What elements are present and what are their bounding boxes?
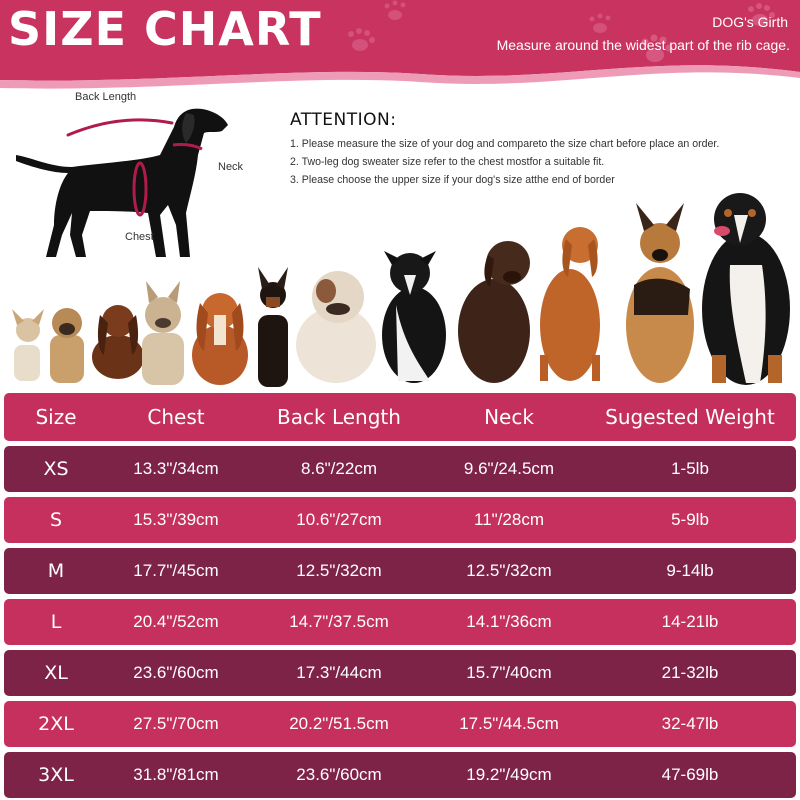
size-cell: XL: [44, 662, 68, 684]
neck-cell: 11"/28cm: [474, 510, 544, 529]
table-row: 2XL 27.5"/70cm 20.2"/51.5cm 17.5"/44.5cm…: [4, 701, 796, 747]
chest-cell: 23.6"/60cm: [133, 663, 219, 682]
weight-cell: 9-14lb: [666, 561, 714, 580]
girth-title: DOG's Girth: [712, 14, 788, 30]
table-row: 3XL 31.8"/81cm 23.6"/60cm 19.2"/49cm 47-…: [4, 752, 796, 798]
table-row: XL 23.6"/60cm 17.3"/44cm 15.7"/40cm 21-3…: [4, 650, 796, 696]
chest-cell: 17.7"/45cm: [133, 561, 219, 580]
bernese-mountain-dog-figure: [702, 193, 790, 385]
chihuahua-figure: [12, 309, 44, 381]
neck-cell: 15.7"/40cm: [466, 663, 552, 682]
chest-cell: 15.3"/39cm: [133, 510, 219, 529]
weight-cell: 21-32lb: [661, 663, 719, 682]
table-header-row: Size Chest Back Length Neck Sugested Wei…: [4, 393, 796, 441]
size-cell: 2XL: [38, 713, 74, 735]
attention-section: ATTENTION: 1. Please measure the size of…: [290, 110, 790, 192]
dog-silhouette-icon: [16, 108, 228, 257]
neck-cell: 19.2"/49cm: [466, 765, 552, 784]
min-pin-figure: [258, 267, 288, 387]
dog-lineup-image: [0, 185, 800, 395]
weight-cell: 47-69lb: [661, 765, 719, 784]
table-row: M 17.7"/45cm 12.5"/32cm 12.5"/32cm 9-14l…: [4, 548, 796, 594]
dachshund-figure: [92, 305, 144, 379]
size-cell: M: [47, 560, 65, 582]
header-background: [0, 0, 800, 89]
header-suggested-weight: Sugested Weight: [605, 405, 775, 429]
chocolate-labrador-figure: [458, 241, 530, 383]
border-collie-figure: [382, 251, 446, 383]
back-length-cell: 10.6"/27cm: [296, 510, 382, 529]
back-length-label: Back Length: [75, 91, 137, 103]
back-length-cell: 17.3"/44cm: [296, 663, 382, 682]
size-cell: L: [50, 611, 62, 633]
back-length-cell: 14.7"/37.5cm: [289, 612, 389, 631]
header-chest: Chest: [147, 405, 205, 429]
back-length-cell: 12.5"/32cm: [296, 561, 382, 580]
back-length-cell: 8.6"/22cm: [301, 459, 377, 478]
header-neck: Neck: [484, 405, 534, 429]
chest-cell: 20.4"/52cm: [133, 612, 219, 631]
weight-cell: 32-47lb: [661, 714, 719, 733]
german-shepherd-figure: [626, 203, 694, 383]
vizsla-figure: [540, 227, 600, 381]
neck-cell: 9.6"/24.5cm: [463, 459, 555, 478]
dog-breeds-illustration: [12, 193, 790, 387]
chest-cell: 13.3"/34cm: [133, 459, 219, 478]
girth-description: Measure around the widest part of the ri…: [496, 37, 790, 53]
back-length-cell: 23.6"/60cm: [296, 765, 382, 784]
weight-cell: 5-9lb: [671, 510, 709, 529]
attention-item-3: 3. Please choose the upper size if your …: [290, 174, 615, 186]
back-length-cell: 20.2"/51.5cm: [289, 714, 389, 733]
attention-title: ATTENTION:: [290, 110, 397, 130]
neck-cell: 17.5"/44.5cm: [459, 714, 559, 733]
paw-print-icon: [641, 34, 673, 62]
table-row: XS 13.3"/34cm 8.6"/22cm 9.6"/24.5cm 1-5l…: [4, 446, 796, 492]
table-row: L 20.4"/52cm 14.7"/37.5cm 14.1"/36cm 14-…: [4, 599, 796, 645]
chest-cell: 31.8"/81cm: [133, 765, 219, 784]
table-row: S 15.3"/39cm 10.6"/27cm 11"/28cm 5-9lb: [4, 497, 796, 543]
neck-cell: 12.5"/32cm: [466, 561, 552, 580]
page-title: SIZE CHART: [8, 2, 322, 56]
weight-cell: 1-5lb: [671, 459, 709, 478]
header-banner: SIZE CHART DOG's Girth Measure around th…: [0, 0, 800, 92]
pug-figure: [50, 308, 84, 383]
cavalier-figure: [192, 293, 248, 385]
attention-item-2: 2. Two-leg dog sweater size refer to the…: [290, 156, 605, 168]
chest-label: Chest: [125, 231, 154, 243]
french-bulldog-figure: [142, 281, 184, 385]
neck-cell: 14.1"/36cm: [466, 612, 552, 631]
english-bulldog-figure: [296, 271, 376, 383]
header-size: Size: [35, 405, 77, 429]
header-back-length: Back Length: [277, 405, 401, 429]
chest-cell: 27.5"/70cm: [133, 714, 219, 733]
measurement-diagram: Back Length Neck Chest: [10, 85, 280, 270]
size-cell: XS: [43, 458, 69, 480]
size-cell: S: [49, 509, 63, 531]
weight-cell: 14-21lb: [661, 612, 719, 631]
size-cell: 3XL: [38, 764, 74, 786]
attention-item-1: 1. Please measure the size of your dog a…: [290, 138, 720, 150]
neck-label: Neck: [218, 161, 244, 173]
